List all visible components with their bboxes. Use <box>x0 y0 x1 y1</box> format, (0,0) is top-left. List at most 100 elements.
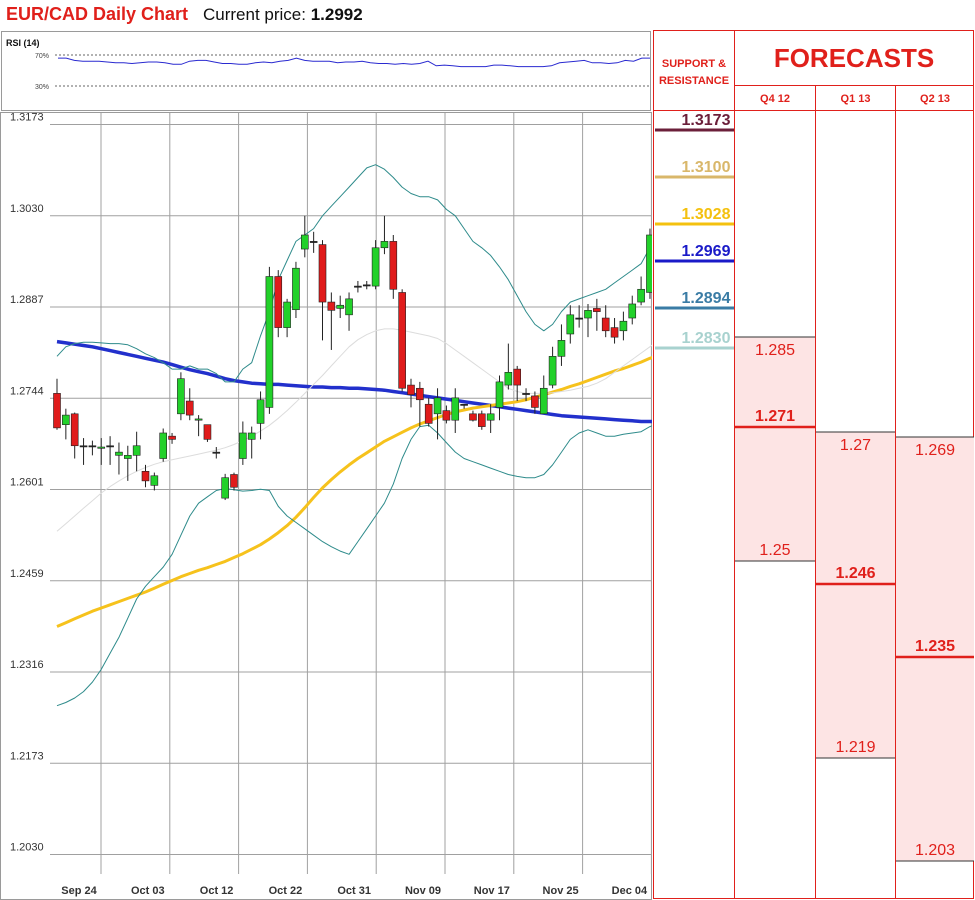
forecast-mid: 1.246 <box>835 565 875 582</box>
x-tick-label: Oct 31 <box>337 885 371 897</box>
candle <box>124 445 132 481</box>
candle <box>495 375 504 421</box>
candle <box>619 311 628 341</box>
candle <box>292 261 300 319</box>
candle <box>265 266 274 414</box>
candle <box>230 472 238 491</box>
forecast-range <box>735 337 815 561</box>
rsi-level-high: 70% <box>35 53 49 60</box>
candle <box>132 431 141 472</box>
chart-title: EUR/CAD Daily Chart <box>6 4 189 24</box>
forecast-high: 1.285 <box>755 342 795 359</box>
y-tick-label: 1.2030 <box>10 842 44 854</box>
candle <box>327 292 336 350</box>
candle <box>628 295 637 325</box>
candles <box>53 215 652 501</box>
forecast-column-label: Q4 12 <box>760 93 790 105</box>
candle <box>300 215 309 258</box>
candle <box>177 372 185 421</box>
candle <box>203 424 212 442</box>
price-chart: 1.3173 1.3030 1.2887 1.2744 1.2601 1.2459 1.23… <box>0 112 652 900</box>
x-tick-label: Dec 04 <box>612 885 648 897</box>
forecasts-title: FORECASTS <box>774 43 934 73</box>
y-tick-label: 1.2459 <box>10 568 44 580</box>
x-tick-label: Sep 24 <box>61 885 97 897</box>
x-tick-label: Nov 09 <box>405 885 441 897</box>
x-tick-label: Nov 25 <box>543 885 579 897</box>
candle <box>584 303 592 338</box>
sr-level-value: 1.2894 <box>682 290 731 307</box>
forecast-columns: Q4 12 1.285 1.271 1.25 Q1 13 1.27 1.246 1.219 Q2… <box>735 93 974 862</box>
indicator-line-3 <box>56 164 652 383</box>
x-tick-label: Oct 03 <box>131 885 165 897</box>
candle <box>610 318 619 344</box>
candle <box>150 472 159 491</box>
sr-title-line2: RESISTANCE <box>659 75 729 87</box>
x-tick-label: Oct 12 <box>200 885 234 897</box>
candle <box>221 473 229 501</box>
indicator-line-0 <box>56 339 652 424</box>
candle <box>159 428 167 462</box>
candle <box>504 343 513 390</box>
candle <box>62 408 70 440</box>
candle <box>416 381 424 427</box>
candle <box>336 295 345 319</box>
candle <box>557 324 566 366</box>
forecast-low: 1.203 <box>915 842 955 859</box>
rsi-level-low: 30% <box>35 84 49 91</box>
candle <box>185 388 194 421</box>
forecast-column-label: Q2 13 <box>920 93 950 105</box>
candle <box>433 388 442 440</box>
candle <box>460 403 468 409</box>
sr-level-value: 1.3028 <box>682 206 731 223</box>
chart-header: EUR/CAD Daily Chart Current price: 1.299… <box>0 0 652 30</box>
candle <box>283 298 291 338</box>
candle <box>141 464 150 488</box>
y-tick-label: 1.3030 <box>10 203 44 215</box>
y-tick-label: 1.2173 <box>10 750 44 762</box>
candle <box>486 404 495 433</box>
candle <box>424 397 433 427</box>
candle <box>398 289 406 392</box>
forecast-range <box>896 437 974 861</box>
y-tick-label: 1.2887 <box>10 294 44 306</box>
candle <box>548 346 557 389</box>
current-price-value: 1.2992 <box>310 5 363 24</box>
candle <box>212 447 221 459</box>
x-tick-label: Nov 17 <box>474 885 510 897</box>
candle <box>194 415 203 437</box>
candle <box>70 412 79 459</box>
candle <box>345 292 353 331</box>
indicator-series <box>56 164 652 707</box>
sr-level-value: 1.2969 <box>682 243 731 260</box>
indicator-line-4 <box>56 328 652 532</box>
candle <box>531 391 539 414</box>
forecast-low: 1.219 <box>835 739 875 756</box>
x-axis: Sep 24 Oct 03 Oct 12 Oct 22 Oct 31 Nov 09 Nov … <box>61 885 648 897</box>
sr-level-value: 1.2830 <box>682 330 731 347</box>
candle <box>389 234 398 299</box>
candle <box>106 436 114 465</box>
forecast-column-label: Q1 13 <box>841 93 871 105</box>
candle <box>309 231 318 253</box>
indicator-line-1 <box>56 355 652 628</box>
candle <box>575 305 583 328</box>
forecast-range <box>816 432 895 758</box>
candle <box>274 270 283 338</box>
candle <box>522 388 530 402</box>
candle <box>371 240 380 290</box>
y-axis: 1.3173 1.3030 1.2887 1.2744 1.2601 1.2459 1.23… <box>10 112 44 854</box>
rsi-panel: RSI (14) 70% 30% <box>1 31 651 111</box>
current-price-label: Current price: <box>203 5 306 24</box>
candle <box>407 378 415 408</box>
forecast-low: 1.25 <box>759 542 790 559</box>
x-tick-label: Oct 22 <box>269 885 303 897</box>
candle <box>469 410 477 422</box>
y-tick-label: 1.2601 <box>10 477 44 489</box>
candle <box>539 375 548 415</box>
sr-level-value: 1.3173 <box>682 112 731 129</box>
candle <box>477 410 486 430</box>
sr-levels: 1.3173 1.3100 1.3028 1.2969 1.2894 1.2830 <box>655 112 734 350</box>
candle <box>513 365 522 402</box>
candle <box>354 280 362 293</box>
